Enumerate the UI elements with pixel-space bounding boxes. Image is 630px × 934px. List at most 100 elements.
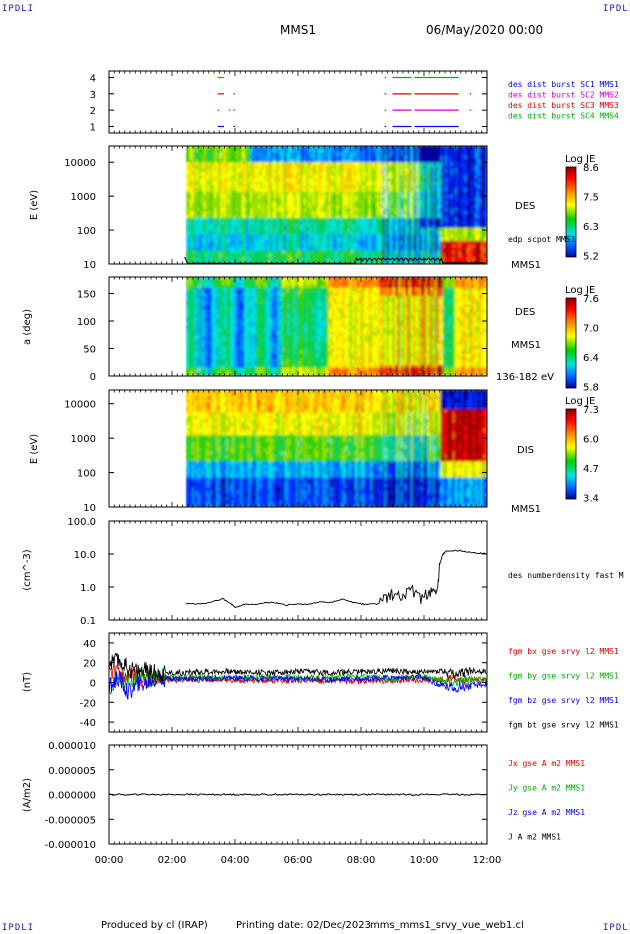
spectrogram-cell <box>240 260 243 265</box>
spectrogram-cell <box>308 204 311 209</box>
spectrogram-cell <box>262 149 265 153</box>
spectrogram-cell <box>240 237 243 242</box>
spectrogram-cell <box>298 185 301 189</box>
spectrogram-cell <box>240 155 243 160</box>
spectrogram-cell <box>228 178 231 183</box>
spectrogram-cell <box>342 191 345 196</box>
spectrogram-cell <box>274 149 277 153</box>
spectrogram-cell <box>322 165 325 170</box>
spectrogram-cell <box>316 208 319 212</box>
spectrogram-cell <box>244 234 247 239</box>
spectrogram-cell <box>210 217 213 222</box>
spectrogram-cell <box>334 181 337 186</box>
spectrogram-cell <box>224 227 227 232</box>
spectrogram-cell <box>312 181 315 186</box>
spectrogram-cell <box>222 158 225 163</box>
spectrogram-cell <box>356 217 359 222</box>
spectrogram-cell <box>262 260 265 265</box>
spectrogram-cell <box>272 149 275 153</box>
spectrogram-cell <box>258 165 261 170</box>
spectrogram-cell <box>284 158 287 163</box>
date-title: 06/May/2020 00:00 <box>426 23 544 37</box>
spectrogram-cell <box>276 165 279 170</box>
spectrogram-cell <box>187 194 191 199</box>
spectrogram-cell <box>298 250 301 255</box>
spectrogram-cell <box>268 185 271 189</box>
spectrogram-cell <box>340 250 343 255</box>
spectrogram-cell <box>358 198 361 203</box>
spectrogram-cell <box>236 214 239 219</box>
spectrogram-cell <box>198 178 201 183</box>
spectrogram-cell <box>322 211 325 216</box>
spectrogram-cell <box>200 175 203 180</box>
spectrogram-cell <box>328 217 331 222</box>
spectrogram-cell <box>258 260 261 265</box>
spectrogram-cell <box>270 149 273 153</box>
spectrogram-cell <box>214 155 217 160</box>
spectrogram-cell <box>340 257 343 262</box>
spectrogram-cell <box>214 253 217 258</box>
spectrogram-cell <box>185 178 189 183</box>
spectrogram-cell <box>222 224 225 229</box>
spectrogram-cell <box>214 244 217 248</box>
spectrogram-cell <box>324 231 327 235</box>
spectrogram-cell <box>286 185 289 189</box>
spectrogram-cell <box>252 221 255 225</box>
spectrogram-cell <box>322 188 325 193</box>
spectrogram-cell <box>318 224 321 229</box>
spectrogram-cell <box>294 162 297 166</box>
spectrogram-cell <box>278 145 281 150</box>
spectrogram-cell <box>344 149 347 153</box>
spectrogram-cell <box>212 185 215 189</box>
spectrogram-cell <box>352 201 355 206</box>
spectrogram-cell <box>302 158 305 163</box>
spectrogram-cell <box>246 168 249 173</box>
spectrogram-cell <box>264 152 267 157</box>
spectrogram-cell <box>224 204 227 209</box>
spectrogram-cell <box>248 172 251 176</box>
spectrogram-cell <box>346 257 349 262</box>
spectrogram-cell <box>316 172 319 176</box>
spectrogram-cell <box>208 237 211 242</box>
spectrogram-cell <box>308 244 311 248</box>
spectrogram-cell <box>314 208 317 212</box>
spectrogram-cell <box>274 168 277 173</box>
spectrogram-cell <box>288 178 291 183</box>
spectrogram-cell <box>320 250 323 255</box>
spectrogram-cell <box>260 155 263 160</box>
spectrogram-cell <box>278 247 281 252</box>
spectrogram-cell <box>246 181 249 186</box>
spectrogram-cell <box>340 188 343 193</box>
spectrogram-cell <box>338 244 341 248</box>
spectrogram-cell <box>296 240 299 245</box>
spectrogram-cell <box>216 162 219 166</box>
spectrogram-cell <box>200 211 203 216</box>
spectrogram-cell <box>338 172 341 176</box>
spectrogram-cell <box>246 234 249 239</box>
spectrogram-cell <box>250 227 253 232</box>
spectrogram-cell <box>346 158 349 163</box>
spectrogram-cell <box>332 208 335 212</box>
spectrogram-cell <box>266 181 269 186</box>
spectrogram-cell <box>304 227 307 232</box>
spectrogram-cell <box>346 198 349 203</box>
spectrogram-cell <box>248 145 251 150</box>
spectrogram-cell <box>202 162 205 166</box>
spectrogram-cell <box>298 231 301 235</box>
spectrogram-cell <box>308 175 311 180</box>
spectrogram-cell <box>191 231 195 235</box>
spectrogram-cell <box>318 211 321 216</box>
spectrogram-cell <box>262 214 265 219</box>
spectrogram-cell <box>256 217 259 222</box>
spectrogram-cell <box>242 162 245 166</box>
spectrogram-cell <box>324 155 327 160</box>
spectrogram-cell <box>262 178 265 183</box>
spectrogram-cell <box>224 152 227 157</box>
spectrogram-cell <box>334 237 337 242</box>
spectrogram-cell <box>284 247 287 252</box>
spectrogram-cell <box>240 204 243 209</box>
spectrogram-cell <box>244 217 247 222</box>
spectrogram-cell <box>187 155 191 160</box>
spectrogram-cell <box>288 175 291 180</box>
spectrogram-cell <box>198 250 201 255</box>
